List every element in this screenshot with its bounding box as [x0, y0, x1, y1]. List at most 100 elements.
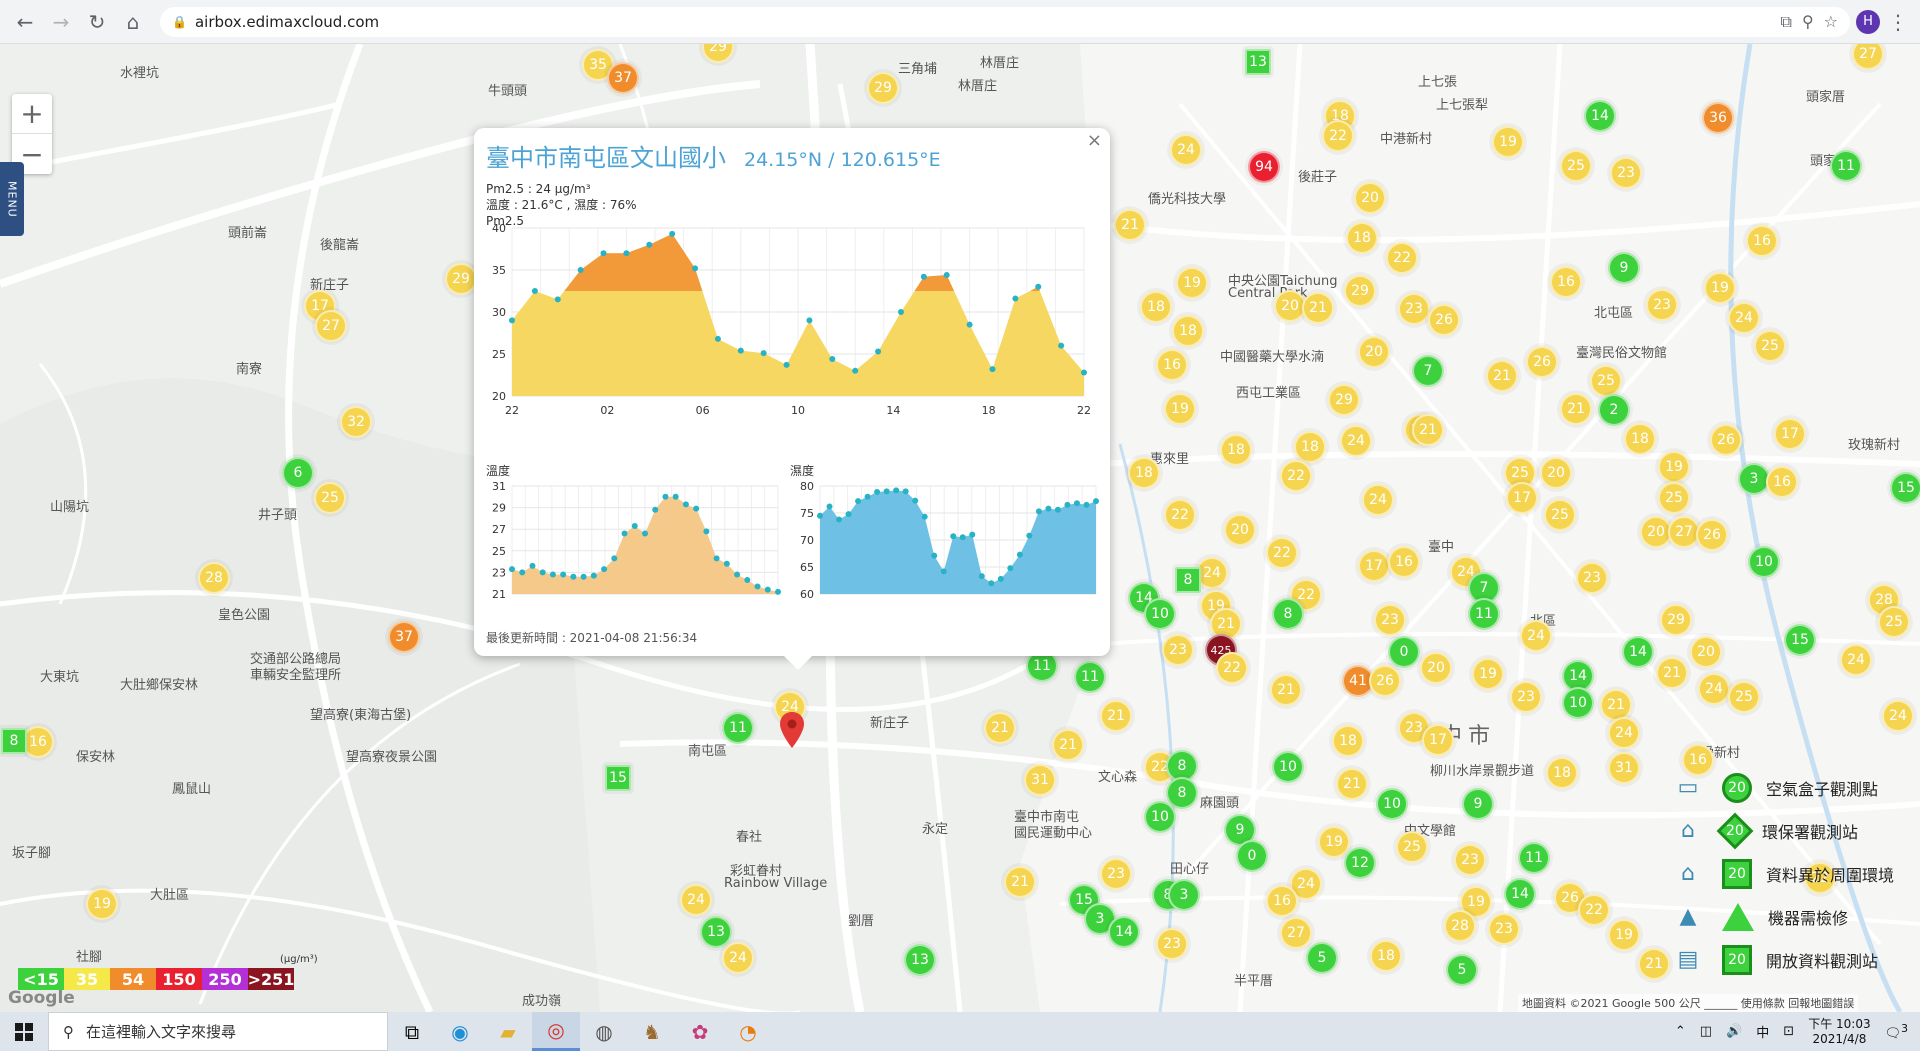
network-icon[interactable]: ◫ — [1699, 1024, 1713, 1039]
station-marker[interactable]: 29 — [1328, 384, 1360, 416]
station-marker[interactable]: 28 — [1868, 584, 1900, 616]
station-marker[interactable]: 25 — [1658, 482, 1690, 514]
station-marker[interactable]: 5 — [1306, 942, 1338, 974]
station-marker[interactable]: 26 — [1696, 519, 1728, 551]
station-marker[interactable]: 24 — [1362, 484, 1394, 516]
station-marker[interactable]: 25 — [314, 482, 346, 514]
station-marker[interactable]: 11 — [1830, 150, 1862, 182]
station-marker[interactable]: 9 — [1462, 788, 1494, 820]
station-marker[interactable]: 21 — [1638, 948, 1670, 980]
task-view-icon[interactable]: ⧉ — [404, 1019, 420, 1044]
station-marker[interactable]: 19 — [1704, 272, 1736, 304]
station-marker[interactable]: 18 — [1220, 434, 1252, 466]
station-marker[interactable]: 24 — [1170, 134, 1202, 166]
station-marker[interactable]: 21 — [1100, 700, 1132, 732]
station-marker[interactable]: 13 — [1245, 49, 1271, 75]
station-marker[interactable]: 21 — [1004, 866, 1036, 898]
reload-icon[interactable]: ↻ — [88, 9, 106, 34]
station-marker[interactable]: 0 — [1236, 840, 1268, 872]
app-icon-2[interactable]: ♞ — [643, 1019, 661, 1044]
station-marker[interactable]: 16 — [1156, 349, 1188, 381]
station-marker[interactable]: 14 — [1562, 660, 1594, 692]
station-marker[interactable]: 23 — [1454, 844, 1486, 876]
station-marker[interactable]: 22 — [1322, 120, 1354, 152]
station-marker[interactable]: 18 — [1624, 423, 1656, 455]
station-marker[interactable]: 27 — [315, 310, 347, 342]
location-pin-icon[interactable] — [780, 712, 804, 748]
station-marker[interactable]: 16 — [1550, 266, 1582, 298]
station-marker[interactable]: 16 — [1682, 744, 1714, 776]
station-marker[interactable]: 41 — [1342, 665, 1374, 697]
station-marker[interactable]: 23 — [1510, 681, 1542, 713]
station-marker[interactable]: 19 — [1460, 886, 1492, 918]
station-marker[interactable]: 21 — [1052, 729, 1084, 761]
station-marker[interactable]: 10 — [1562, 687, 1594, 719]
station-marker[interactable]: 24 — [1608, 717, 1640, 749]
station-marker[interactable]: 29 — [445, 263, 477, 295]
station-marker[interactable]: 22 — [1280, 460, 1312, 492]
translate-icon[interactable]: ⧉ — [1780, 11, 1792, 31]
station-marker[interactable]: 28 — [198, 562, 230, 594]
station-marker[interactable]: 5 — [1446, 954, 1478, 986]
station-marker[interactable]: 24 — [1840, 644, 1872, 676]
station-marker[interactable]: 25 — [1396, 831, 1428, 863]
station-marker[interactable]: 22 — [1804, 862, 1836, 894]
station-marker[interactable]: 7 — [1468, 572, 1500, 604]
home-icon[interactable]: ⌂ — [126, 9, 140, 34]
taskbar-search[interactable]: ⚲ 在這裡輸入文字來搜尋 — [48, 1012, 388, 1051]
forward-icon[interactable]: → — [52, 9, 70, 34]
station-marker[interactable]: 25 — [1590, 365, 1622, 397]
notification-icon[interactable]: 🗨3 — [1884, 1021, 1908, 1042]
profile-avatar[interactable]: H — [1856, 9, 1880, 34]
station-marker[interactable]: 28 — [1444, 910, 1476, 942]
station-marker[interactable]: 21 — [1412, 414, 1444, 446]
station-marker[interactable]: 20 — [1420, 652, 1452, 684]
station-marker[interactable]: 25 — [1560, 150, 1592, 182]
map-attribution[interactable]: 地圖資料 ©2021 Google 500 公尺 ______ 使用條款 回報地… — [1518, 994, 1859, 1012]
station-marker[interactable]: 25 — [1878, 606, 1910, 638]
station-marker[interactable]: 8 — [1175, 567, 1201, 593]
keyboard-icon[interactable]: ⊡ — [1783, 1024, 1795, 1039]
station-marker[interactable]: 11 — [1074, 661, 1106, 693]
station-marker[interactable]: 16 — [1746, 225, 1778, 257]
station-marker[interactable]: 17 — [1358, 550, 1390, 582]
station-marker[interactable]: 29 — [1344, 275, 1376, 307]
station-marker[interactable]: 18 — [1140, 291, 1172, 323]
station-marker[interactable]: 19 — [1164, 393, 1196, 425]
station-marker[interactable]: 17 — [1774, 418, 1806, 450]
station-marker[interactable]: 23 — [1398, 293, 1430, 325]
station-marker[interactable]: 18 — [1370, 940, 1402, 972]
menu-tab[interactable]: MENU — [0, 162, 24, 236]
station-marker[interactable]: 37 — [607, 62, 639, 94]
station-marker[interactable]: 6 — [282, 457, 314, 489]
station-marker[interactable]: 3 — [1738, 463, 1770, 495]
station-marker[interactable]: 21 — [1486, 360, 1518, 392]
station-marker[interactable]: 10 — [1144, 598, 1176, 630]
station-marker[interactable]: 24 — [1520, 620, 1552, 652]
station-marker[interactable]: 21 — [1560, 393, 1592, 425]
station-marker[interactable]: 22 — [1164, 499, 1196, 531]
station-marker[interactable]: 3 — [1168, 879, 1200, 911]
station-marker[interactable]: 9 — [1608, 252, 1640, 284]
station-marker[interactable]: 2 — [1598, 394, 1630, 426]
station-marker[interactable]: 26 — [1428, 304, 1460, 336]
zoom-icon[interactable]: ⚲ — [1801, 12, 1814, 31]
station-marker[interactable]: 10 — [1748, 546, 1780, 578]
station-marker[interactable]: 23 — [1576, 562, 1608, 594]
popup-close-button[interactable]: × — [1086, 130, 1102, 151]
station-marker[interactable]: 26 — [1369, 665, 1401, 697]
station-marker[interactable]: 21 — [1336, 768, 1368, 800]
edge-icon[interactable]: ◉ — [451, 1019, 469, 1044]
station-marker[interactable]: 24 — [1728, 302, 1760, 334]
station-marker[interactable]: 22 — [1578, 894, 1610, 926]
station-marker[interactable]: 24 — [1196, 557, 1228, 589]
station-marker[interactable]: 22 — [1386, 242, 1418, 274]
station-marker[interactable]: 23 — [1162, 634, 1194, 666]
station-marker[interactable]: 24 — [722, 942, 754, 974]
address-bar[interactable]: 🔒 airbox.edimaxcloud.com ⧉ ⚲ ☆ — [160, 6, 1850, 37]
browser-menu-icon[interactable]: ⋮ — [1888, 9, 1908, 34]
station-marker[interactable]: 24 — [1340, 425, 1372, 457]
station-marker[interactable]: 27 — [1280, 917, 1312, 949]
station-marker[interactable]: 12 — [1344, 847, 1376, 879]
zoom-out-button[interactable]: − — [20, 137, 44, 171]
